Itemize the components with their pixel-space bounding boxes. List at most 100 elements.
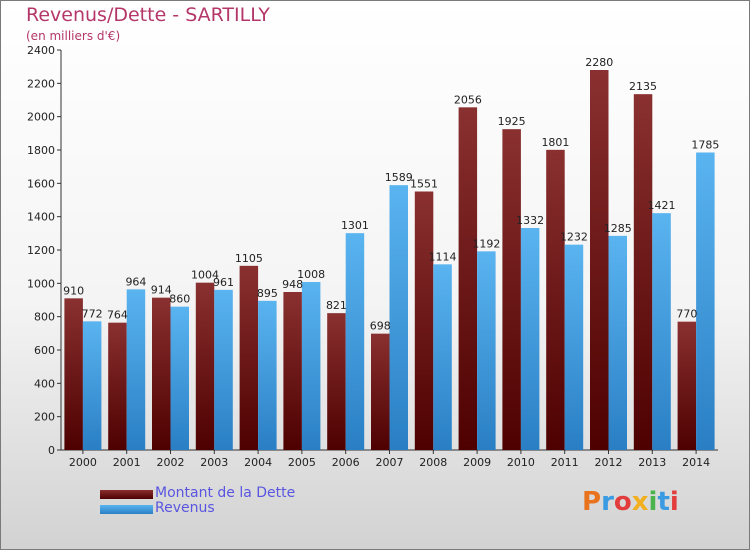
y-tick-label: 600 xyxy=(34,344,55,357)
x-tick-label: 2003 xyxy=(200,456,228,469)
x-tick-label: 2006 xyxy=(332,456,360,469)
x-tick-label: 2002 xyxy=(157,456,185,469)
data-label: 770 xyxy=(676,308,697,321)
data-label: 895 xyxy=(257,287,278,300)
data-label: 764 xyxy=(107,309,128,322)
y-tick-label: 800 xyxy=(34,311,55,324)
bar-revenus xyxy=(520,228,540,450)
data-label: 1785 xyxy=(691,139,719,152)
bar-dette xyxy=(677,321,697,450)
bar-dette xyxy=(546,149,565,451)
bar-revenus xyxy=(214,289,233,450)
bar-revenus xyxy=(652,213,671,450)
data-label: 2280 xyxy=(585,56,613,69)
x-tick-label: 2000 xyxy=(69,456,97,469)
logo-letter: o xyxy=(613,487,632,517)
data-label: 1008 xyxy=(297,268,325,281)
bar-revenus xyxy=(433,264,452,450)
x-tick-label: 2004 xyxy=(244,456,272,469)
data-label: 1551 xyxy=(410,178,438,191)
data-label: 821 xyxy=(326,299,347,312)
data-label: 1004 xyxy=(191,269,219,282)
data-label: 860 xyxy=(169,293,190,306)
bar-dette xyxy=(64,298,83,450)
legend-label-revenus: Revenus xyxy=(155,500,215,516)
logo-letter: P xyxy=(582,487,602,517)
data-label: 1925 xyxy=(498,115,526,128)
bar-dette xyxy=(502,129,521,450)
bar-dette xyxy=(371,333,390,450)
data-label: 1285 xyxy=(604,222,632,235)
bar-dette xyxy=(414,191,434,450)
data-label: 948 xyxy=(282,278,303,291)
data-label: 1421 xyxy=(648,199,676,212)
logo-letter: r xyxy=(601,487,614,517)
data-label: 1332 xyxy=(516,214,544,227)
y-tick-label: 2200 xyxy=(27,77,55,90)
x-tick-label: 2009 xyxy=(463,456,491,469)
bar-revenus xyxy=(389,185,408,450)
data-label: 1114 xyxy=(429,250,457,263)
bar-revenus xyxy=(696,152,715,450)
logo-letter: t xyxy=(657,487,670,517)
y-tick-label: 0 xyxy=(48,444,55,457)
proxiti-logo: Proxiti xyxy=(582,487,679,517)
bar-dette xyxy=(239,265,259,450)
logo-letter: i xyxy=(648,487,658,517)
data-label: 964 xyxy=(125,275,146,288)
x-tick-label: 2012 xyxy=(595,456,623,469)
y-tick-label: 1400 xyxy=(27,211,55,224)
data-label: 914 xyxy=(151,284,172,297)
y-tick-label: 2400 xyxy=(27,44,55,57)
bar-dette xyxy=(108,322,127,450)
bar-dette xyxy=(195,282,215,450)
y-tick-label: 1800 xyxy=(27,144,55,157)
y-tick-label: 2000 xyxy=(27,111,55,124)
bar-revenus xyxy=(82,321,102,450)
data-label: 698 xyxy=(370,320,391,333)
bar-revenus xyxy=(301,282,321,450)
bar-revenus xyxy=(126,289,146,450)
y-tick-label: 200 xyxy=(34,411,55,424)
bar-revenus xyxy=(477,251,496,450)
bar-dette xyxy=(152,297,171,450)
legend-swatch-debt xyxy=(100,490,153,499)
chart-subtitle: (en milliers d'€) xyxy=(26,29,121,43)
y-tick-label: 1600 xyxy=(27,177,55,190)
data-label: 1801 xyxy=(541,136,569,149)
data-label: 961 xyxy=(213,276,234,289)
bar-revenus xyxy=(345,233,365,450)
data-label: 910 xyxy=(63,284,84,297)
y-tick-label: 400 xyxy=(34,377,55,390)
data-label: 1301 xyxy=(341,219,369,232)
data-label: 2135 xyxy=(629,80,657,93)
x-tick-label: 2010 xyxy=(507,456,535,469)
bar-dette xyxy=(327,313,346,450)
x-tick-label: 2011 xyxy=(551,456,579,469)
bar-revenus xyxy=(564,244,584,450)
x-tick-label: 2008 xyxy=(419,456,447,469)
x-tick-label: 2005 xyxy=(288,456,316,469)
bar-dette xyxy=(590,70,609,450)
data-label: 1192 xyxy=(472,237,500,250)
legend-swatch-revenus xyxy=(100,505,153,514)
x-tick-label: 2001 xyxy=(113,456,141,469)
y-tick-label: 1200 xyxy=(27,244,55,257)
data-label: 1232 xyxy=(560,231,588,244)
bar-revenus xyxy=(258,300,277,450)
x-tick-label: 2013 xyxy=(638,456,666,469)
logo-letter: i xyxy=(669,487,679,517)
bar-revenus xyxy=(608,235,627,450)
x-tick-label: 2007 xyxy=(376,456,404,469)
data-label: 1105 xyxy=(235,252,263,265)
y-tick-label: 1000 xyxy=(27,277,55,290)
bar-dette xyxy=(458,107,478,450)
chart-title: Revenus/Dette - SARTILLY xyxy=(26,4,270,26)
data-label: 2056 xyxy=(454,93,482,106)
x-tick-label: 2014 xyxy=(682,456,710,469)
logo-letter: x xyxy=(631,487,649,517)
bar-revenus xyxy=(170,306,189,450)
legend-label-debt: Montant de la Dette xyxy=(155,485,296,501)
data-label: 772 xyxy=(82,307,103,320)
